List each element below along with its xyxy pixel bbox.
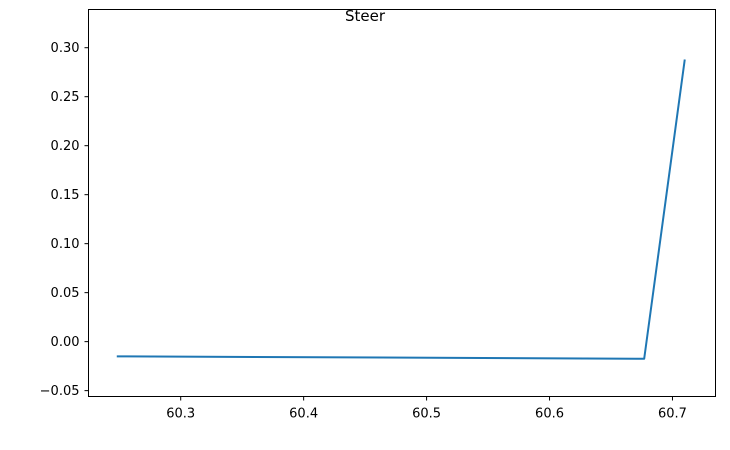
y-tick-label: 0.15 [51,188,80,203]
x-tick-label: 60.3 [166,407,195,422]
x-tick-label: 60.5 [412,407,441,422]
y-tick-label: 0.20 [51,139,80,154]
chart-title: Steer [345,7,386,25]
series-line [116,59,686,360]
x-axis-ticks: 60.3 60.4 60.5 60.6 60.7 [166,396,687,422]
y-tick-label: 0.30 [51,41,80,56]
y-axis-ticks: −0.05 0.00 0.05 0.10 0.15 0.20 0.25 0.30 [40,41,89,399]
x-tick-label: 60.7 [658,407,687,422]
x-tick-label: 60.4 [289,407,318,422]
series-layer [116,59,686,360]
y-tick-label: 0.10 [51,237,80,252]
y-tick-label: 0.00 [51,335,80,350]
y-tick-label: 0.05 [51,286,80,301]
y-tick-label: 0.25 [51,90,80,105]
y-tick-label: −0.05 [40,384,80,399]
axes-frame [88,9,716,397]
x-tick-label: 60.6 [535,407,564,422]
